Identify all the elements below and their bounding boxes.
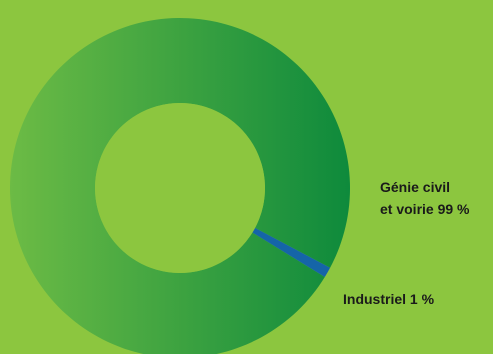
donut-hole bbox=[95, 103, 265, 273]
slice-labels: Génie civil et voirie 99 % Industriel 1 % bbox=[343, 179, 470, 307]
label-line: Génie civil bbox=[380, 179, 450, 195]
label-line: Industriel 1 % bbox=[343, 291, 435, 307]
label-genie-civil: Génie civil et voirie 99 % bbox=[380, 179, 470, 217]
label-industriel: Industriel 1 % bbox=[343, 291, 435, 307]
label-line: et voirie 99 % bbox=[380, 201, 470, 217]
slice-industriel bbox=[252, 227, 331, 278]
slice-genie-civil bbox=[10, 18, 350, 354]
donut-slices bbox=[10, 18, 350, 354]
